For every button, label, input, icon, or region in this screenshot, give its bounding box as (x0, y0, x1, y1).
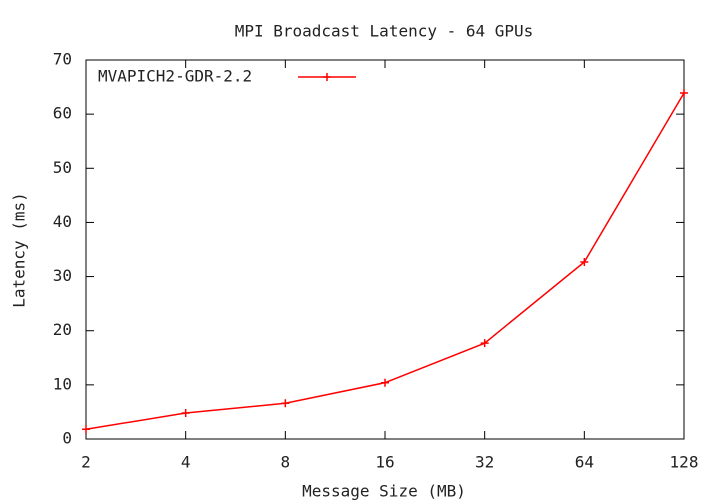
y-axis-label: Latency (ms) (10, 192, 29, 308)
point-marker (680, 89, 688, 98)
x-tick-label: 2 (81, 453, 91, 472)
x-tick-label: 128 (670, 453, 699, 472)
point-marker (181, 409, 190, 418)
y-tick-label: 30 (53, 266, 72, 285)
point-marker (480, 339, 489, 348)
chart-title: MPI Broadcast Latency - 64 GPUs (235, 22, 534, 41)
point-marker (281, 399, 290, 408)
x-tick-label: 16 (375, 453, 394, 472)
legend-marker (323, 73, 331, 81)
y-tick-label: 10 (53, 374, 72, 393)
y-tick-label: 20 (53, 320, 72, 339)
y-tick-label: 40 (53, 212, 72, 231)
x-tick-label: 32 (475, 453, 494, 472)
point-marker (580, 257, 589, 266)
x-tick-label: 64 (575, 453, 594, 472)
point-marker (82, 425, 90, 434)
x-tick-label: 8 (281, 453, 291, 472)
x-axis-label: Message Size (MB) (302, 482, 466, 501)
y-tick-label: 70 (53, 50, 72, 69)
y-tick-label: 50 (53, 158, 72, 177)
point-marker (381, 378, 389, 387)
x-tick-label: 4 (181, 453, 191, 472)
y-tick-label: 60 (53, 104, 72, 123)
y-tick-label: 0 (62, 429, 72, 448)
legend-label: MVAPICH2-GDR-2.2 (98, 67, 252, 86)
